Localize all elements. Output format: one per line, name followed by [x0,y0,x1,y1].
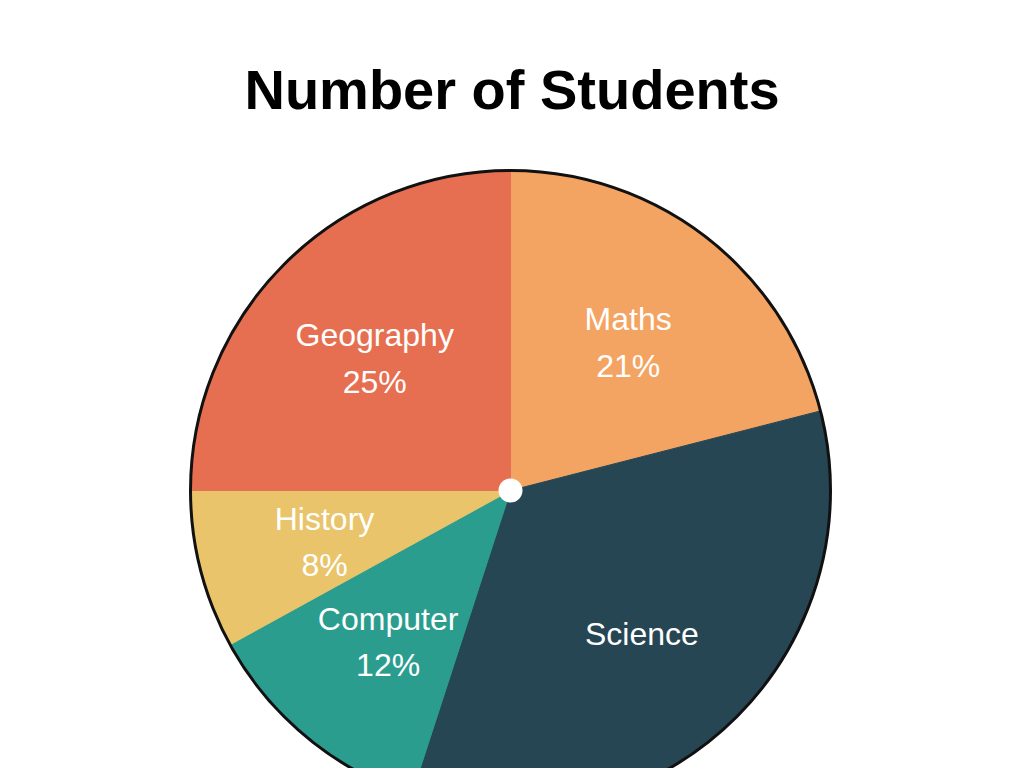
svg-text:Geography25%: Geography25% [296,317,454,399]
svg-text:History8%: History8% [275,501,375,583]
svg-text:Science: Science [585,616,699,652]
svg-text:Maths21%: Maths21% [585,301,672,383]
html-text:Number of Students: Number of Students [244,58,780,121]
svg-text:Computer12%: Computer12% [318,601,459,683]
